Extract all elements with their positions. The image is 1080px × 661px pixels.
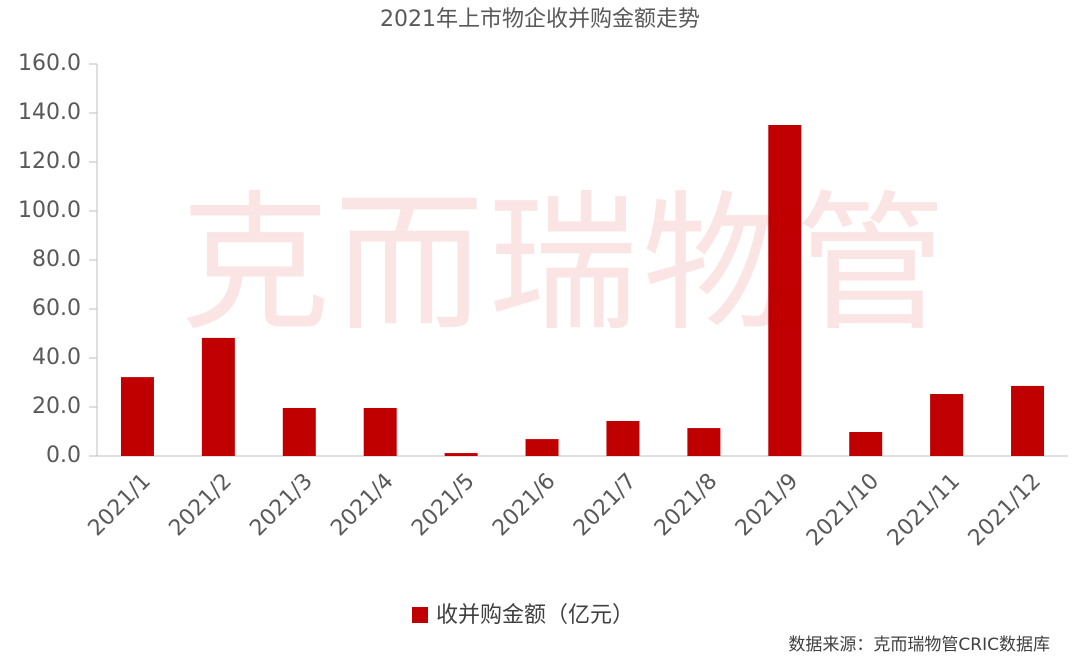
x-tick-label: 2021/1 — [84, 469, 156, 541]
y-tick-label: 100.0 — [18, 198, 81, 223]
chart-title: 2021年上市物企收并购金额走势 — [380, 7, 700, 32]
source-note: 数据来源：克而瑞物管CRIC数据库 — [788, 635, 1050, 655]
bar — [363, 407, 397, 456]
y-tick-label: 140.0 — [18, 100, 81, 125]
bar — [444, 453, 478, 456]
bar — [687, 428, 721, 456]
y-tick-label: 20.0 — [32, 394, 81, 419]
y-tick-label: 0.0 — [46, 443, 81, 468]
bar — [282, 407, 316, 456]
bar — [201, 337, 235, 456]
x-tick-label: 2021/4 — [326, 469, 398, 541]
bar — [768, 125, 802, 456]
bar — [930, 394, 964, 456]
x-tick-label: 2021/11 — [883, 469, 965, 551]
legend-label: 收并购金额（亿元） — [436, 603, 634, 628]
y-tick-label: 80.0 — [32, 247, 81, 272]
x-tick-label: 2021/7 — [569, 469, 641, 541]
y-tick-label: 60.0 — [32, 296, 81, 321]
x-tick-label: 2021/2 — [164, 469, 236, 541]
x-tick-label: 2021/6 — [488, 469, 560, 541]
y-tick-label: 160.0 — [18, 51, 81, 76]
x-tick-label: 2021/8 — [650, 469, 722, 541]
bar — [849, 431, 883, 456]
y-tick-label: 40.0 — [32, 345, 81, 370]
bar — [525, 439, 559, 456]
bar — [606, 420, 640, 456]
bar — [1011, 385, 1045, 456]
x-tick-label: 2021/3 — [245, 469, 317, 541]
y-tick-label: 120.0 — [18, 149, 81, 174]
x-tick-label: 2021/10 — [802, 469, 884, 551]
x-tick-label: 2021/5 — [407, 469, 479, 541]
x-tick-label: 2021/9 — [731, 469, 803, 541]
watermark: 克而瑞物管 — [180, 178, 950, 352]
legend-swatch — [412, 607, 428, 623]
bar — [120, 377, 154, 456]
x-tick-label: 2021/12 — [964, 469, 1046, 551]
